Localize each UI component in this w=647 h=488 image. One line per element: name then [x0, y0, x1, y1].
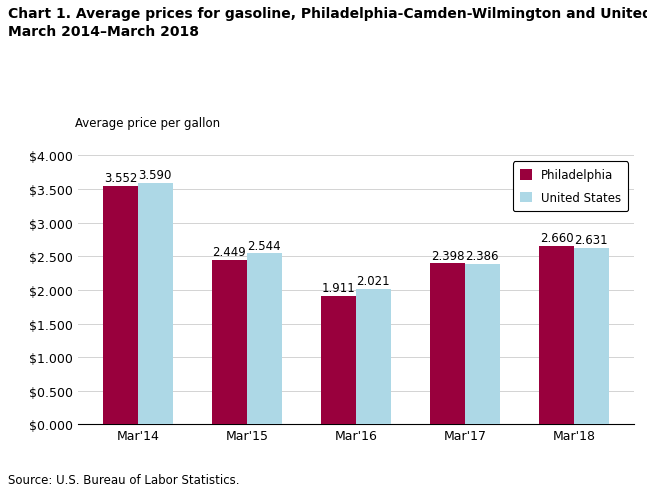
Text: 3.590: 3.590 — [138, 169, 172, 182]
Bar — [138, 183, 173, 425]
Bar — [574, 248, 609, 425]
Bar — [321, 296, 356, 425]
Text: 2.386: 2.386 — [466, 250, 499, 263]
Bar — [247, 254, 281, 425]
Text: 2.544: 2.544 — [247, 239, 281, 252]
Text: Source: U.S. Bureau of Labor Statistics.: Source: U.S. Bureau of Labor Statistics. — [8, 472, 240, 486]
Text: Average price per gallon: Average price per gallon — [75, 116, 220, 129]
Bar — [212, 260, 247, 425]
Text: 2.398: 2.398 — [431, 249, 464, 262]
Text: 1.911: 1.911 — [322, 282, 355, 295]
Bar — [539, 246, 574, 425]
Text: Chart 1. Average prices for gasoline, Philadelphia-Camden-Wilmington and United : Chart 1. Average prices for gasoline, Ph… — [8, 7, 647, 39]
Text: 2.631: 2.631 — [575, 233, 608, 246]
Bar — [430, 264, 465, 425]
Text: 2.660: 2.660 — [540, 231, 573, 244]
Bar — [465, 264, 499, 425]
Text: 3.552: 3.552 — [104, 172, 137, 184]
Text: 2.021: 2.021 — [356, 274, 390, 287]
Legend: Philadelphia, United States: Philadelphia, United States — [512, 162, 628, 212]
Text: 2.449: 2.449 — [212, 245, 247, 259]
Bar — [356, 289, 391, 425]
Bar — [103, 186, 138, 425]
